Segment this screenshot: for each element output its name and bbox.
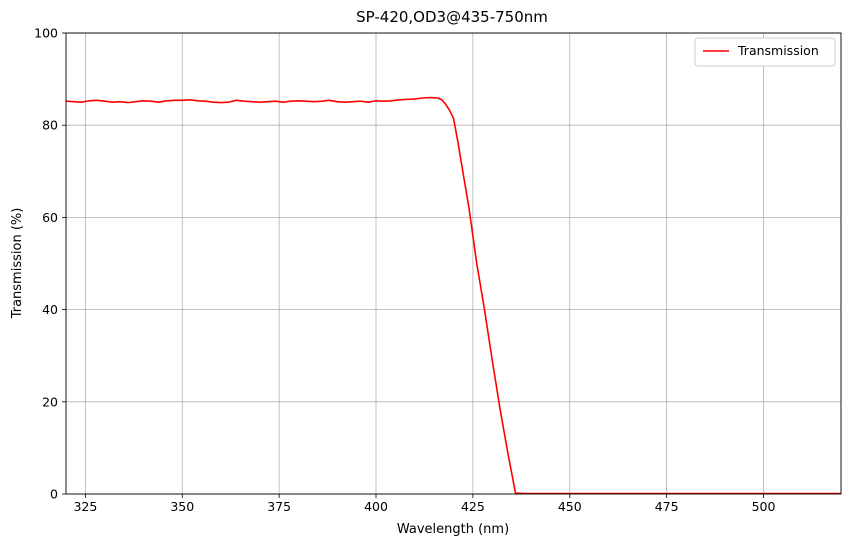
plot-frame [65, 32, 842, 495]
x-tick-label: 325 [73, 499, 97, 514]
series-line-transmission [65, 96, 841, 495]
chart-title: SP-420,OD3@435-750nm [356, 8, 548, 26]
x-tick-label: 425 [461, 499, 485, 514]
grid-lines [66, 32, 841, 495]
y-tick-label: 60 [42, 210, 58, 225]
plot-area [65, 96, 841, 495]
x-tick-label: 475 [655, 499, 679, 514]
y-tick-label: 20 [42, 394, 58, 409]
legend: Transmission [694, 37, 836, 67]
x-tick-label: 500 [752, 499, 776, 514]
x-tick-label: 450 [558, 499, 582, 514]
legend-label-transmission: Transmission [737, 43, 819, 58]
x-axis-ticks: 325 350 375 400 425 450 475 500 [73, 494, 775, 514]
y-tick-label: 0 [50, 487, 58, 502]
y-tick-label: 40 [42, 302, 58, 317]
x-axis-label: Wavelength (nm) [397, 522, 509, 537]
x-tick-label: 375 [267, 499, 291, 514]
x-tick-label: 400 [364, 499, 388, 514]
legend-box [694, 37, 836, 67]
y-tick-label: 80 [42, 118, 58, 133]
y-axis-label: Transmission (%) [10, 208, 25, 320]
y-tick-label: 100 [34, 26, 58, 41]
x-tick-label: 350 [170, 499, 194, 514]
y-axis-ticks: 0 20 40 60 80 100 [34, 26, 66, 502]
